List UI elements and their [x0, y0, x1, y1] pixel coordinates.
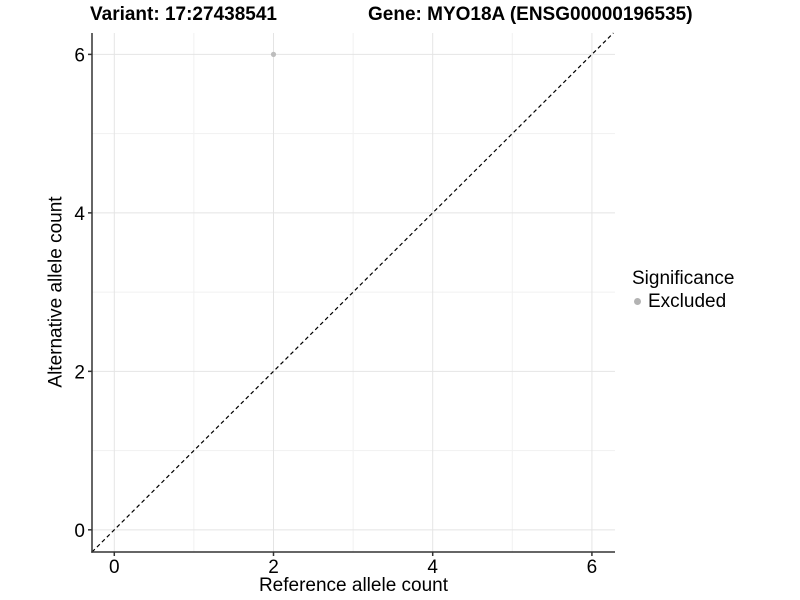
- x-tick-label: 0: [109, 557, 120, 578]
- legend-item-label: Excluded: [648, 291, 727, 312]
- variant-title: Variant: 17:27438541: [90, 4, 277, 25]
- x-tick-label: 6: [587, 557, 598, 578]
- data-point: [270, 51, 277, 57]
- y-tick-label: 2: [74, 362, 85, 383]
- y-tick-label: 4: [74, 204, 85, 225]
- y-tick-label: 6: [74, 45, 85, 66]
- legend-title: Significance: [632, 268, 735, 289]
- legend: Significance Excluded: [630, 268, 734, 312]
- legend-key-dot: [634, 298, 641, 305]
- y-tick-label: 0: [74, 521, 85, 542]
- x-axis-title: Reference allele count: [258, 575, 449, 596]
- x-tick-label: 2: [268, 557, 279, 578]
- legend-item-excluded: Excluded: [630, 291, 734, 312]
- gene-title: Gene: MYO18A (ENSG00000196535): [368, 4, 693, 25]
- identity-reference-line: [91, 32, 614, 553]
- x-tick-label: 4: [427, 557, 438, 578]
- y-axis-title: Alternative allele count: [45, 196, 67, 388]
